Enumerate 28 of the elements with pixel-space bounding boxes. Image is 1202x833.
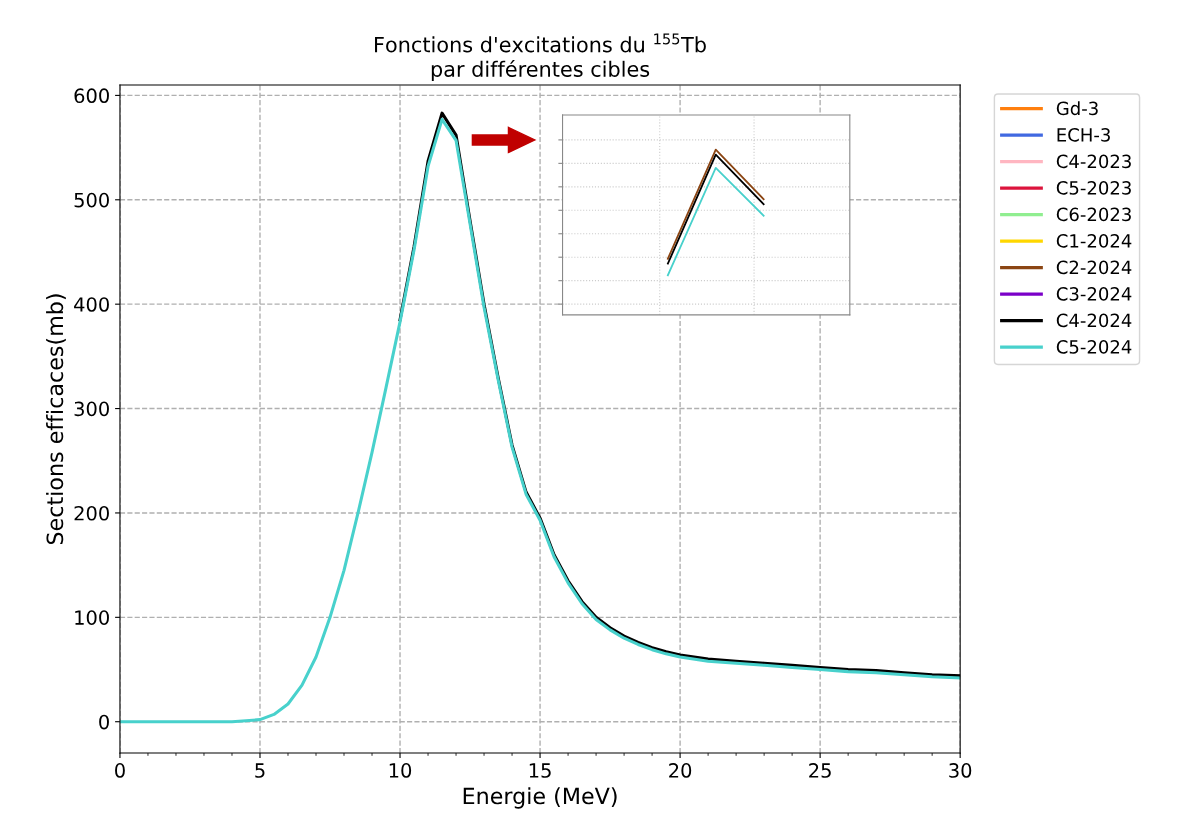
x-tick-label: 30 [949,763,972,778]
y-tick-label: 300 [74,401,109,417]
line-series [119,117,961,724]
x-axis-title: Energie (MeV) [463,787,617,809]
legend-label: C4-2024 [1056,313,1132,328]
y-tick-label: 100 [75,610,109,625]
legend-label: C5-2024 [1056,340,1132,354]
legend-label: C1-2024 [1056,234,1132,248]
x-tick-label: 15 [529,763,551,778]
legend-label: Gd-3 [1056,101,1098,116]
legend-label: C5-2023 [1056,181,1131,195]
x-tick-label: 5 [255,763,265,778]
legend-label: C2-2024 [1056,260,1132,275]
legend-label: ECH-3 [1057,128,1110,142]
chart-title: Fonctions d'excitations du $^{155}$Tb par différentes cibles [375,33,706,81]
y-tick-label: 600 [74,88,109,104]
x-tick-label: 25 [809,763,831,778]
y-tick-label: 0 [99,714,109,730]
legend-label: C6-2023 [1056,207,1131,222]
legend-label: C3-2024 [1056,287,1132,301]
y-tick-label: 400 [74,297,109,312]
legend-label: C4-2023 [1056,154,1131,169]
x-tick-label: 20 [669,763,692,778]
y-axis-title: Sections efficaces(mb) [46,294,66,545]
y-tick-label: 500 [74,192,109,208]
y-tick-label: 200 [74,505,109,521]
x-tick-label: 10 [389,763,412,778]
x-tick-label: 0 [115,763,125,778]
